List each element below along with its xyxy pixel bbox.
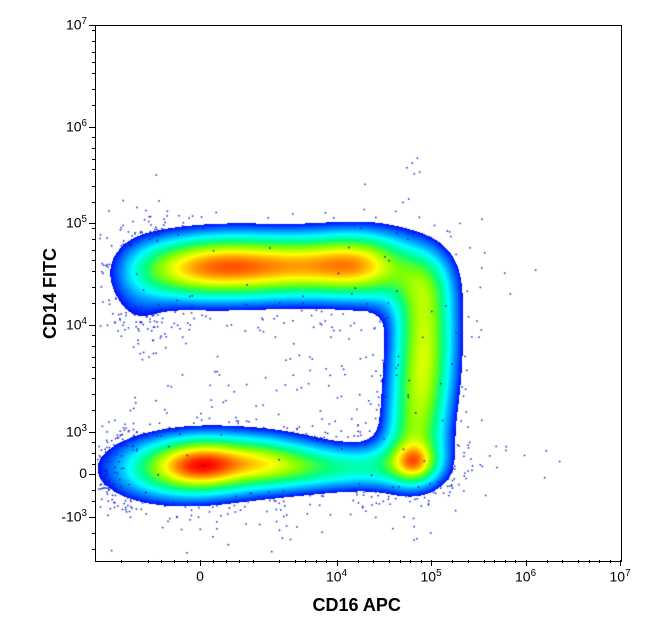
tick-mark xyxy=(484,560,485,563)
tick-mark xyxy=(92,410,95,411)
tick-mark xyxy=(92,137,95,138)
tick-label: 107 xyxy=(609,568,630,585)
tick-mark xyxy=(200,560,201,566)
tick-label: 105 xyxy=(420,568,441,585)
tick-mark xyxy=(373,560,374,563)
tick-mark xyxy=(213,560,214,563)
tick-mark xyxy=(468,560,469,563)
tick-mark xyxy=(89,325,95,326)
tick-mark xyxy=(161,560,162,563)
tick-mark xyxy=(92,394,95,395)
tick-mark xyxy=(89,517,95,518)
tick-label: 107 xyxy=(66,16,87,33)
flow-cytometry-plot: CD14 FITC CD16 APC -103 0 103 104 105 106 107 0… xyxy=(0,0,646,641)
tick-mark xyxy=(337,560,338,566)
tick-mark xyxy=(92,357,95,358)
tick-mark xyxy=(92,52,95,53)
tick-mark xyxy=(89,223,95,224)
tick-label: 104 xyxy=(326,568,347,585)
tick-mark xyxy=(578,560,579,563)
tick-mark xyxy=(92,501,95,502)
tick-mark xyxy=(505,560,506,563)
tick-mark xyxy=(92,549,95,550)
tick-mark xyxy=(620,560,621,566)
tick-mark xyxy=(92,250,95,251)
tick-mark xyxy=(89,127,95,128)
tick-mark xyxy=(92,287,95,288)
tick-label: 106 xyxy=(515,568,536,585)
tick-mark xyxy=(121,560,122,563)
tick-mark xyxy=(562,560,563,563)
tick-mark xyxy=(92,346,95,347)
tick-mark xyxy=(239,560,240,563)
tick-mark xyxy=(92,464,95,465)
tick-label: 106 xyxy=(66,118,87,135)
tick-mark xyxy=(148,560,149,563)
tick-label: 0 xyxy=(196,568,204,584)
tick-mark xyxy=(305,560,306,563)
tick-mark xyxy=(253,560,254,563)
tick-mark xyxy=(452,560,453,563)
tick-mark xyxy=(92,239,95,240)
tick-mark xyxy=(92,453,95,454)
tick-mark xyxy=(92,62,95,63)
tick-mark xyxy=(92,30,95,31)
tick-mark xyxy=(494,560,495,563)
tick-mark xyxy=(89,474,95,475)
tick-mark xyxy=(92,490,95,491)
tick-mark xyxy=(92,73,95,74)
tick-mark xyxy=(92,169,95,170)
tick-mark xyxy=(92,335,95,336)
tick-mark xyxy=(547,560,548,563)
tick-mark xyxy=(92,202,95,203)
tick-mark xyxy=(589,560,590,563)
tick-mark xyxy=(92,533,95,534)
tick-mark xyxy=(431,560,432,566)
tick-mark xyxy=(316,560,317,563)
tick-mark xyxy=(92,378,95,379)
tick-mark xyxy=(187,560,188,563)
tick-label: -103 xyxy=(61,508,87,525)
tick-mark xyxy=(92,271,95,272)
tick-mark xyxy=(526,560,527,566)
tick-mark xyxy=(421,560,422,563)
tick-mark xyxy=(326,560,327,563)
tick-mark xyxy=(92,148,95,149)
tick-mark xyxy=(92,303,95,304)
tick-label: 0 xyxy=(79,465,87,481)
tick-mark xyxy=(515,560,516,563)
tick-mark xyxy=(358,560,359,563)
density-canvas xyxy=(96,26,621,561)
tick-mark xyxy=(410,560,411,563)
tick-mark xyxy=(92,159,95,160)
tick-mark xyxy=(400,560,401,563)
tick-mark xyxy=(92,41,95,42)
tick-mark xyxy=(295,560,296,563)
tick-mark xyxy=(92,228,95,229)
y-axis-label: CD14 FITC xyxy=(40,247,61,338)
x-axis-label: CD16 APC xyxy=(313,595,401,616)
tick-mark xyxy=(174,560,175,563)
tick-mark xyxy=(226,560,227,563)
tick-mark xyxy=(92,89,95,90)
tick-mark xyxy=(92,186,95,187)
plot-area xyxy=(95,25,622,562)
tick-mark xyxy=(92,105,95,106)
tick-mark xyxy=(89,432,95,433)
tick-mark xyxy=(279,560,280,563)
tick-mark xyxy=(92,260,95,261)
tick-mark xyxy=(89,25,95,26)
tick-label: 103 xyxy=(66,423,87,440)
tick-label: 104 xyxy=(66,316,87,333)
tick-mark xyxy=(92,367,95,368)
tick-label: 105 xyxy=(66,214,87,231)
tick-mark xyxy=(610,560,611,563)
tick-mark xyxy=(92,442,95,443)
tick-mark xyxy=(389,560,390,563)
tick-mark xyxy=(599,560,600,563)
